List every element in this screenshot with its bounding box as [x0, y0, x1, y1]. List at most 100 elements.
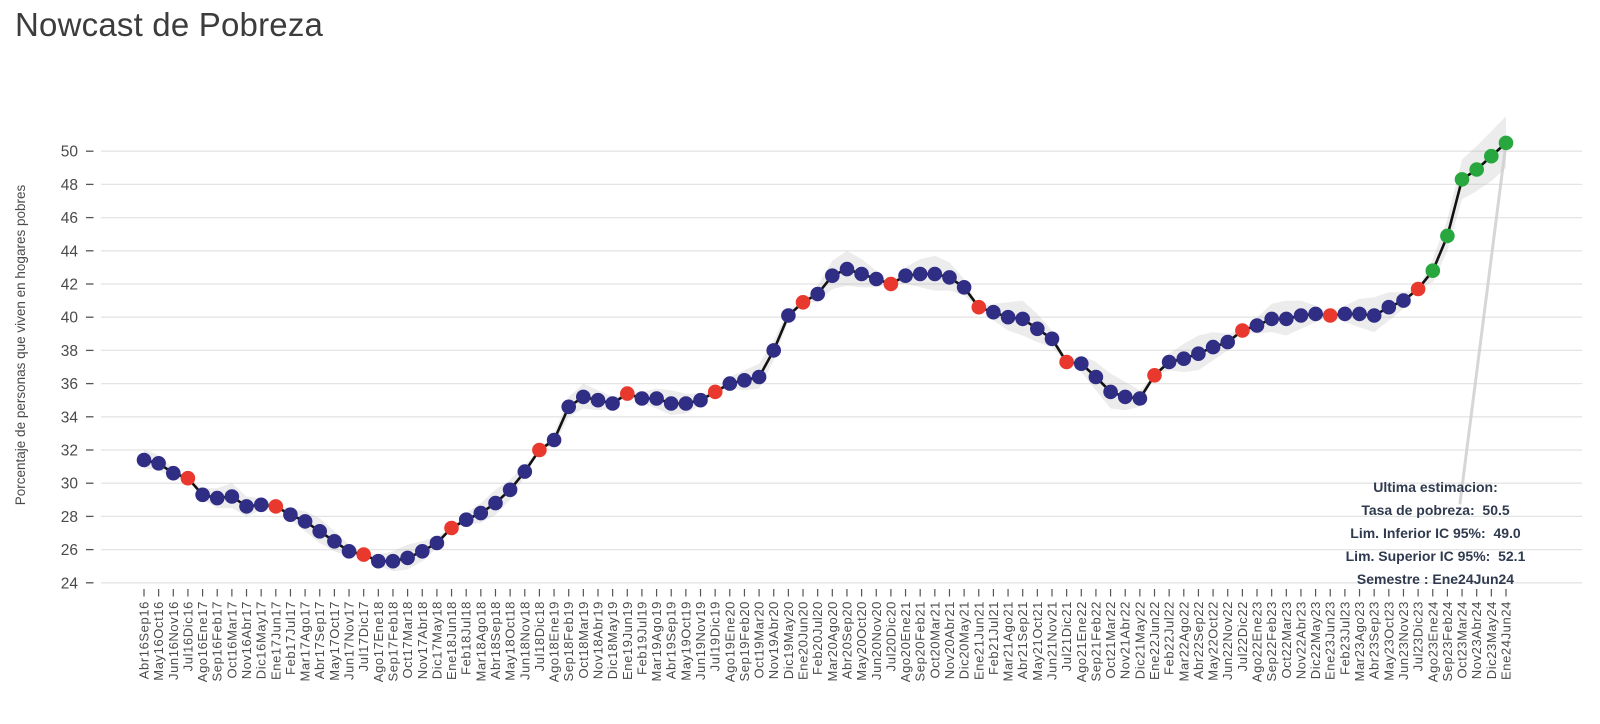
- data-point-estimate[interactable]: [1220, 334, 1235, 350]
- data-point-estimate[interactable]: [1381, 299, 1397, 315]
- data-point-estimate[interactable]: [429, 535, 445, 551]
- data-point-estimate[interactable]: [839, 261, 855, 277]
- data-point-official[interactable]: [1059, 354, 1074, 370]
- data-point-estimate[interactable]: [605, 396, 620, 411]
- data-point-official[interactable]: [268, 499, 284, 514]
- data-point-nowcast[interactable]: [1484, 148, 1499, 164]
- data-point-estimate[interactable]: [517, 464, 533, 479]
- data-point-estimate[interactable]: [458, 512, 474, 527]
- data-point-estimate[interactable]: [912, 266, 928, 282]
- data-point-estimate[interactable]: [1088, 369, 1104, 385]
- data-point-estimate[interactable]: [1074, 356, 1089, 372]
- data-point-estimate[interactable]: [488, 495, 503, 511]
- x-tick-label: Ene21Jun21: [971, 601, 986, 680]
- data-point-estimate[interactable]: [1308, 306, 1323, 322]
- data-point-official[interactable]: [356, 547, 372, 562]
- data-point-estimate[interactable]: [927, 266, 943, 282]
- data-point-estimate[interactable]: [385, 553, 401, 569]
- data-point-estimate[interactable]: [1279, 311, 1294, 327]
- data-point-official[interactable]: [1322, 308, 1338, 323]
- data-point-estimate[interactable]: [502, 482, 518, 498]
- data-point-estimate[interactable]: [766, 343, 781, 358]
- data-point-estimate[interactable]: [312, 524, 328, 539]
- data-point-estimate[interactable]: [561, 399, 576, 415]
- x-tick-label: Feb19Jul19: [634, 601, 649, 675]
- data-point-estimate[interactable]: [224, 489, 240, 504]
- data-point-estimate[interactable]: [825, 268, 840, 284]
- data-point-estimate[interactable]: [1015, 311, 1030, 327]
- data-point-estimate[interactable]: [546, 432, 562, 448]
- annotation-leader-line: [1458, 141, 1508, 505]
- data-point-estimate[interactable]: [576, 389, 591, 405]
- data-point-nowcast[interactable]: [1498, 135, 1514, 151]
- data-point-estimate[interactable]: [1176, 351, 1192, 367]
- data-point-estimate[interactable]: [136, 452, 152, 468]
- data-point-estimate[interactable]: [942, 270, 957, 285]
- data-point-estimate[interactable]: [678, 396, 694, 411]
- data-point-estimate[interactable]: [327, 534, 342, 549]
- data-point-estimate[interactable]: [209, 490, 225, 506]
- data-point-estimate[interactable]: [663, 396, 679, 411]
- data-point-estimate[interactable]: [854, 266, 869, 282]
- data-point-estimate[interactable]: [166, 465, 181, 481]
- data-point-estimate[interactable]: [341, 544, 357, 559]
- data-point-estimate[interactable]: [869, 271, 884, 287]
- data-point-official[interactable]: [620, 386, 635, 401]
- x-tick-label: Jul19Dic19: [708, 601, 723, 671]
- x-tick-label: Oct20Mar21: [927, 601, 942, 679]
- data-point-estimate[interactable]: [151, 456, 166, 471]
- data-point-official[interactable]: [180, 470, 196, 486]
- data-point-official[interactable]: [971, 299, 987, 315]
- data-point-estimate[interactable]: [1337, 306, 1353, 322]
- data-point-estimate[interactable]: [1293, 308, 1309, 323]
- data-point-nowcast[interactable]: [1440, 228, 1455, 244]
- data-point-estimate[interactable]: [986, 304, 1001, 320]
- data-point-estimate[interactable]: [283, 507, 298, 522]
- data-point-estimate[interactable]: [400, 550, 415, 566]
- data-point-estimate[interactable]: [1030, 321, 1045, 337]
- data-point-estimate[interactable]: [1205, 339, 1221, 355]
- data-point-estimate[interactable]: [415, 544, 430, 559]
- data-point-nowcast[interactable]: [1469, 162, 1484, 177]
- data-point-estimate[interactable]: [1000, 309, 1016, 325]
- data-point-estimate[interactable]: [195, 487, 210, 503]
- data-point-nowcast[interactable]: [1454, 172, 1470, 187]
- data-point-estimate[interactable]: [751, 369, 767, 385]
- data-point-estimate[interactable]: [239, 499, 254, 514]
- data-point-estimate[interactable]: [634, 391, 650, 406]
- data-point-official[interactable]: [795, 295, 811, 310]
- data-point-estimate[interactable]: [898, 268, 913, 284]
- data-point-estimate[interactable]: [649, 391, 664, 406]
- data-point-official[interactable]: [883, 276, 899, 292]
- data-point-estimate[interactable]: [737, 373, 752, 388]
- data-point-estimate[interactable]: [1191, 346, 1206, 362]
- data-point-estimate[interactable]: [722, 376, 738, 391]
- data-point-official[interactable]: [444, 520, 459, 536]
- data-point-official[interactable]: [1235, 323, 1250, 338]
- x-tick-label: Jul16Dic16: [180, 601, 195, 671]
- data-point-estimate[interactable]: [1366, 308, 1382, 323]
- data-point-estimate[interactable]: [1352, 306, 1367, 322]
- data-point-estimate[interactable]: [297, 514, 313, 529]
- data-point-estimate[interactable]: [1161, 354, 1177, 370]
- data-point-estimate[interactable]: [1103, 384, 1118, 400]
- data-point-official[interactable]: [1410, 281, 1426, 297]
- data-point-estimate[interactable]: [473, 505, 489, 521]
- data-point-estimate[interactable]: [1249, 318, 1265, 333]
- data-point-estimate[interactable]: [810, 286, 825, 302]
- data-point-estimate[interactable]: [371, 553, 386, 569]
- data-point-estimate[interactable]: [956, 280, 972, 295]
- data-point-estimate[interactable]: [1132, 391, 1148, 406]
- data-point-nowcast[interactable]: [1425, 263, 1441, 279]
- data-point-estimate[interactable]: [1396, 293, 1411, 308]
- data-point-estimate[interactable]: [781, 308, 796, 323]
- data-point-estimate[interactable]: [590, 392, 606, 408]
- data-point-estimate[interactable]: [1264, 311, 1279, 327]
- data-point-official[interactable]: [707, 384, 723, 400]
- data-point-official[interactable]: [1147, 368, 1162, 383]
- data-point-estimate[interactable]: [1117, 389, 1133, 405]
- data-point-estimate[interactable]: [693, 392, 708, 408]
- data-point-estimate[interactable]: [1044, 331, 1060, 347]
- data-point-estimate[interactable]: [253, 497, 269, 513]
- data-point-official[interactable]: [532, 442, 547, 458]
